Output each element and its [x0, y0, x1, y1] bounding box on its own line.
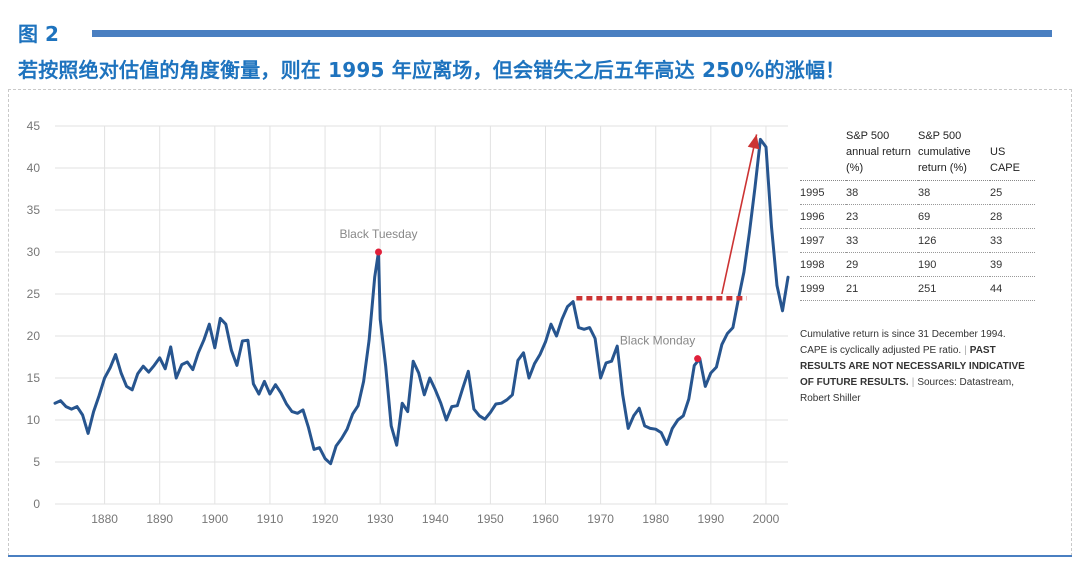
cell-cumulative: 251: [918, 276, 990, 301]
figure-header-bar: [92, 30, 1052, 37]
footnote-disclaimer: PAST RESULTS ARE NOT NECESSARILY INDICAT…: [800, 345, 1025, 388]
cape-series-line: [53, 137, 790, 466]
table-row: 1995 38 38 25: [800, 180, 1035, 205]
x-tick-label: 1940: [422, 512, 449, 526]
black-monday-marker: [694, 355, 702, 363]
x-tick-label: 1900: [201, 512, 228, 526]
side-panel: S&P 500 annual return (%) S&P 500 cumula…: [800, 128, 1045, 407]
returns-table: S&P 500 annual return (%) S&P 500 cumula…: [800, 128, 1035, 301]
y-tick-label: 45: [27, 119, 41, 133]
headline: 若按照绝对估值的角度衡量，则在 1995 年应离场，但会错失之后五年高达 250…: [18, 58, 846, 82]
cell-annual: 33: [846, 228, 918, 253]
arrow-head: [747, 134, 760, 150]
x-tick-label: 1960: [532, 512, 559, 526]
cell-cumulative: 38: [918, 180, 990, 205]
footnote: Cumulative return is since 31 December 1…: [800, 327, 1035, 407]
cell-cape: 33: [990, 228, 1035, 253]
returns-table-header-row: S&P 500 annual return (%) S&P 500 cumula…: [800, 128, 1035, 181]
cell-cape: 25: [990, 180, 1035, 205]
cell-cumulative: 190: [918, 252, 990, 277]
black-monday-label: Black Monday: [620, 334, 695, 348]
y-tick-label: 10: [27, 413, 41, 427]
cell-cape: 28: [990, 204, 1035, 229]
x-tick-label: 1880: [91, 512, 118, 526]
header-year: [800, 128, 846, 181]
x-tick-label: 1970: [587, 512, 614, 526]
y-tick-label: 15: [27, 371, 41, 385]
y-tick-label: 5: [33, 455, 40, 469]
arrow-shaft: [721, 134, 758, 295]
table-row: 1996 23 69 28: [800, 204, 1035, 229]
table-row: 1998 29 190 39: [800, 252, 1035, 277]
y-tick-label: 30: [27, 245, 41, 259]
cell-cape: 39: [990, 252, 1035, 277]
table-row: 1999 21 251 44: [800, 276, 1035, 301]
cell-year: 1999: [800, 276, 846, 301]
black-tuesday-label: Black Tuesday: [339, 227, 417, 241]
cell-cumulative: 69: [918, 204, 990, 229]
x-tick-label: 1950: [477, 512, 504, 526]
cell-year: 1998: [800, 252, 846, 277]
cell-annual: 38: [846, 180, 918, 205]
bottom-rule: [8, 555, 1072, 557]
cell-year: 1996: [800, 204, 846, 229]
cell-cumulative: 126: [918, 228, 990, 253]
chart-frame: [8, 89, 1072, 556]
footnote-definition: Cumulative return is since 31 December 1…: [800, 329, 1006, 356]
x-tick-label: 1920: [312, 512, 339, 526]
x-tick-label: 1890: [146, 512, 173, 526]
cell-annual: 23: [846, 204, 918, 229]
header-annual-return: S&P 500 annual return (%): [846, 128, 918, 181]
y-tick-label: 25: [27, 287, 41, 301]
footnote-separator: |: [964, 345, 967, 356]
black-tuesday-marker: [375, 248, 383, 256]
header-cumulative-return: S&P 500 cumulative return (%): [918, 128, 990, 181]
figure-label: 图 2: [18, 22, 59, 46]
cell-annual: 21: [846, 276, 918, 301]
x-tick-label: 1930: [367, 512, 394, 526]
footnote-separator: |: [911, 377, 915, 388]
y-tick-label: 35: [27, 203, 41, 217]
cell-year: 1995: [800, 180, 846, 205]
x-tick-label: 1910: [257, 512, 284, 526]
x-tick-label: 1980: [642, 512, 669, 526]
y-tick-label: 0: [33, 497, 40, 511]
cell-year: 1997: [800, 228, 846, 253]
cell-annual: 29: [846, 252, 918, 277]
x-tick-label: 2000: [753, 512, 780, 526]
x-tick-label: 1990: [697, 512, 724, 526]
y-tick-label: 40: [27, 161, 41, 175]
header-us-cape: US CAPE: [990, 128, 1035, 181]
cell-cape: 44: [990, 276, 1035, 301]
table-row: 1997 33 126 33: [800, 228, 1035, 253]
y-tick-label: 20: [27, 329, 41, 343]
footnote-sources: Sources: Datastream, Robert Shiller: [800, 377, 1015, 404]
